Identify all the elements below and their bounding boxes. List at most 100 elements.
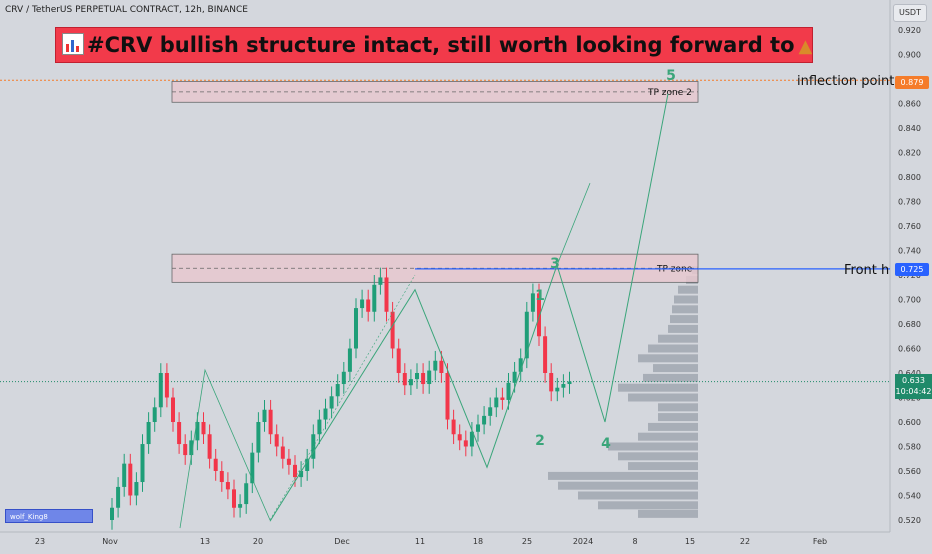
candle-body — [421, 373, 426, 385]
candle-body — [439, 360, 444, 373]
time-tick-label: 2024 — [573, 537, 593, 546]
candle-body — [225, 482, 230, 490]
wave-label: 1 — [535, 288, 545, 304]
price-tick-label: 0.540 — [898, 492, 921, 501]
price-tick-label: 0.760 — [898, 222, 921, 231]
inflection-point-label: inflection point — [797, 74, 895, 89]
candle-body — [543, 336, 548, 373]
time-tick-label: 11 — [415, 537, 425, 546]
time-tick-label: Feb — [813, 537, 827, 546]
price-tick-label: 0.700 — [898, 296, 921, 305]
price-tick-label: 0.640 — [898, 369, 921, 378]
price-tick-label: 0.900 — [898, 51, 921, 60]
candle-body — [537, 293, 541, 337]
chart-header-title: CRV / TetherUS PERPETUAL CONTRACT, 12h, … — [5, 5, 248, 15]
candle-body — [280, 446, 285, 459]
candle-body — [317, 419, 322, 435]
wave-path — [269, 93, 669, 522]
candle-body — [482, 415, 487, 425]
front-high-label: Front h — [844, 263, 890, 278]
volume-profile-bar — [638, 354, 698, 363]
candle-body — [232, 489, 236, 508]
candle-body — [146, 422, 151, 445]
candle-body — [555, 387, 560, 392]
candle-body — [445, 373, 450, 420]
volume-profile-bar — [598, 501, 698, 510]
bar-chart-icon — [62, 33, 84, 55]
candle-body — [128, 463, 133, 496]
inflection-price-label: 0.879 — [895, 76, 929, 89]
candle-body — [512, 371, 517, 383]
author-tag-label: wolf_King8 — [10, 513, 48, 521]
time-tick-label: Nov — [102, 537, 118, 546]
candle-body — [293, 464, 297, 478]
wave-label: 2 — [535, 433, 545, 449]
candle-body — [549, 373, 554, 392]
candle-body — [110, 507, 114, 520]
idea-banner: #CRV bullish structure intact, still wor… — [55, 27, 813, 63]
candle-body — [299, 471, 304, 478]
volume-profile-bar — [578, 491, 698, 500]
candle-body — [183, 444, 188, 456]
candle-body — [360, 299, 365, 309]
volume-profile-bar — [670, 315, 698, 324]
price-tick-label: 0.580 — [898, 443, 921, 452]
candle-body — [274, 434, 279, 447]
candle-body — [207, 434, 212, 459]
candle-body — [408, 379, 413, 386]
price-tick-label: 0.600 — [898, 418, 921, 427]
time-tick-label: 18 — [473, 537, 483, 546]
candle-body — [488, 407, 493, 416]
wave-label: 3 — [550, 256, 560, 272]
volume-profile-bar — [674, 295, 698, 304]
time-tick-label: 22 — [740, 537, 750, 546]
candle-body — [158, 373, 163, 408]
volume-profile-bar — [648, 344, 698, 353]
wave-dotted-path — [269, 274, 416, 521]
time-tick-label: 15 — [685, 537, 695, 546]
candle-body — [457, 434, 462, 441]
time-tick-label: 20 — [253, 537, 263, 546]
time-tick-label: 25 — [522, 537, 532, 546]
candle-body — [469, 431, 474, 447]
candle-body — [323, 408, 328, 420]
price-tick-label: 0.820 — [898, 149, 921, 158]
price-tick-label: 0.860 — [898, 100, 921, 109]
candle-body — [219, 471, 224, 483]
price-tick-label: 0.780 — [898, 198, 921, 207]
candle-body — [213, 458, 218, 471]
volume-profile-bar — [658, 334, 698, 343]
candle-body — [372, 284, 377, 312]
volume-profile-bar — [668, 324, 698, 333]
price-tick-label: 0.680 — [898, 320, 921, 329]
author-tag[interactable]: wolf_King8 — [5, 509, 93, 523]
candle-body — [530, 293, 535, 312]
front-high-price-label: 0.725 — [895, 263, 929, 276]
volume-profile-bar — [608, 442, 698, 451]
candle-body — [329, 396, 334, 409]
price-tick-label: 0.740 — [898, 247, 921, 256]
volume-profile-bar — [618, 452, 698, 461]
candle-body — [378, 277, 383, 285]
candle-body — [134, 482, 139, 496]
candle-body — [140, 444, 145, 483]
candle-body — [476, 424, 480, 432]
candle-body — [189, 440, 194, 456]
volume-profile-bar — [558, 481, 698, 490]
volume-profile-bar — [658, 403, 698, 412]
candle-body — [171, 397, 175, 422]
candle-body — [256, 422, 261, 453]
candle-body — [518, 358, 523, 372]
time-tick-label: 13 — [200, 537, 210, 546]
volume-profile-bar — [648, 422, 698, 431]
currency-selector[interactable]: USDT — [893, 4, 927, 22]
candle-body — [347, 348, 352, 372]
candle-body — [384, 277, 389, 312]
candle-body — [500, 397, 505, 400]
volume-profile-bar — [672, 305, 698, 314]
volume-profile-bar — [628, 462, 698, 471]
candle-body — [451, 419, 456, 435]
volume-profile-bar — [638, 509, 698, 518]
